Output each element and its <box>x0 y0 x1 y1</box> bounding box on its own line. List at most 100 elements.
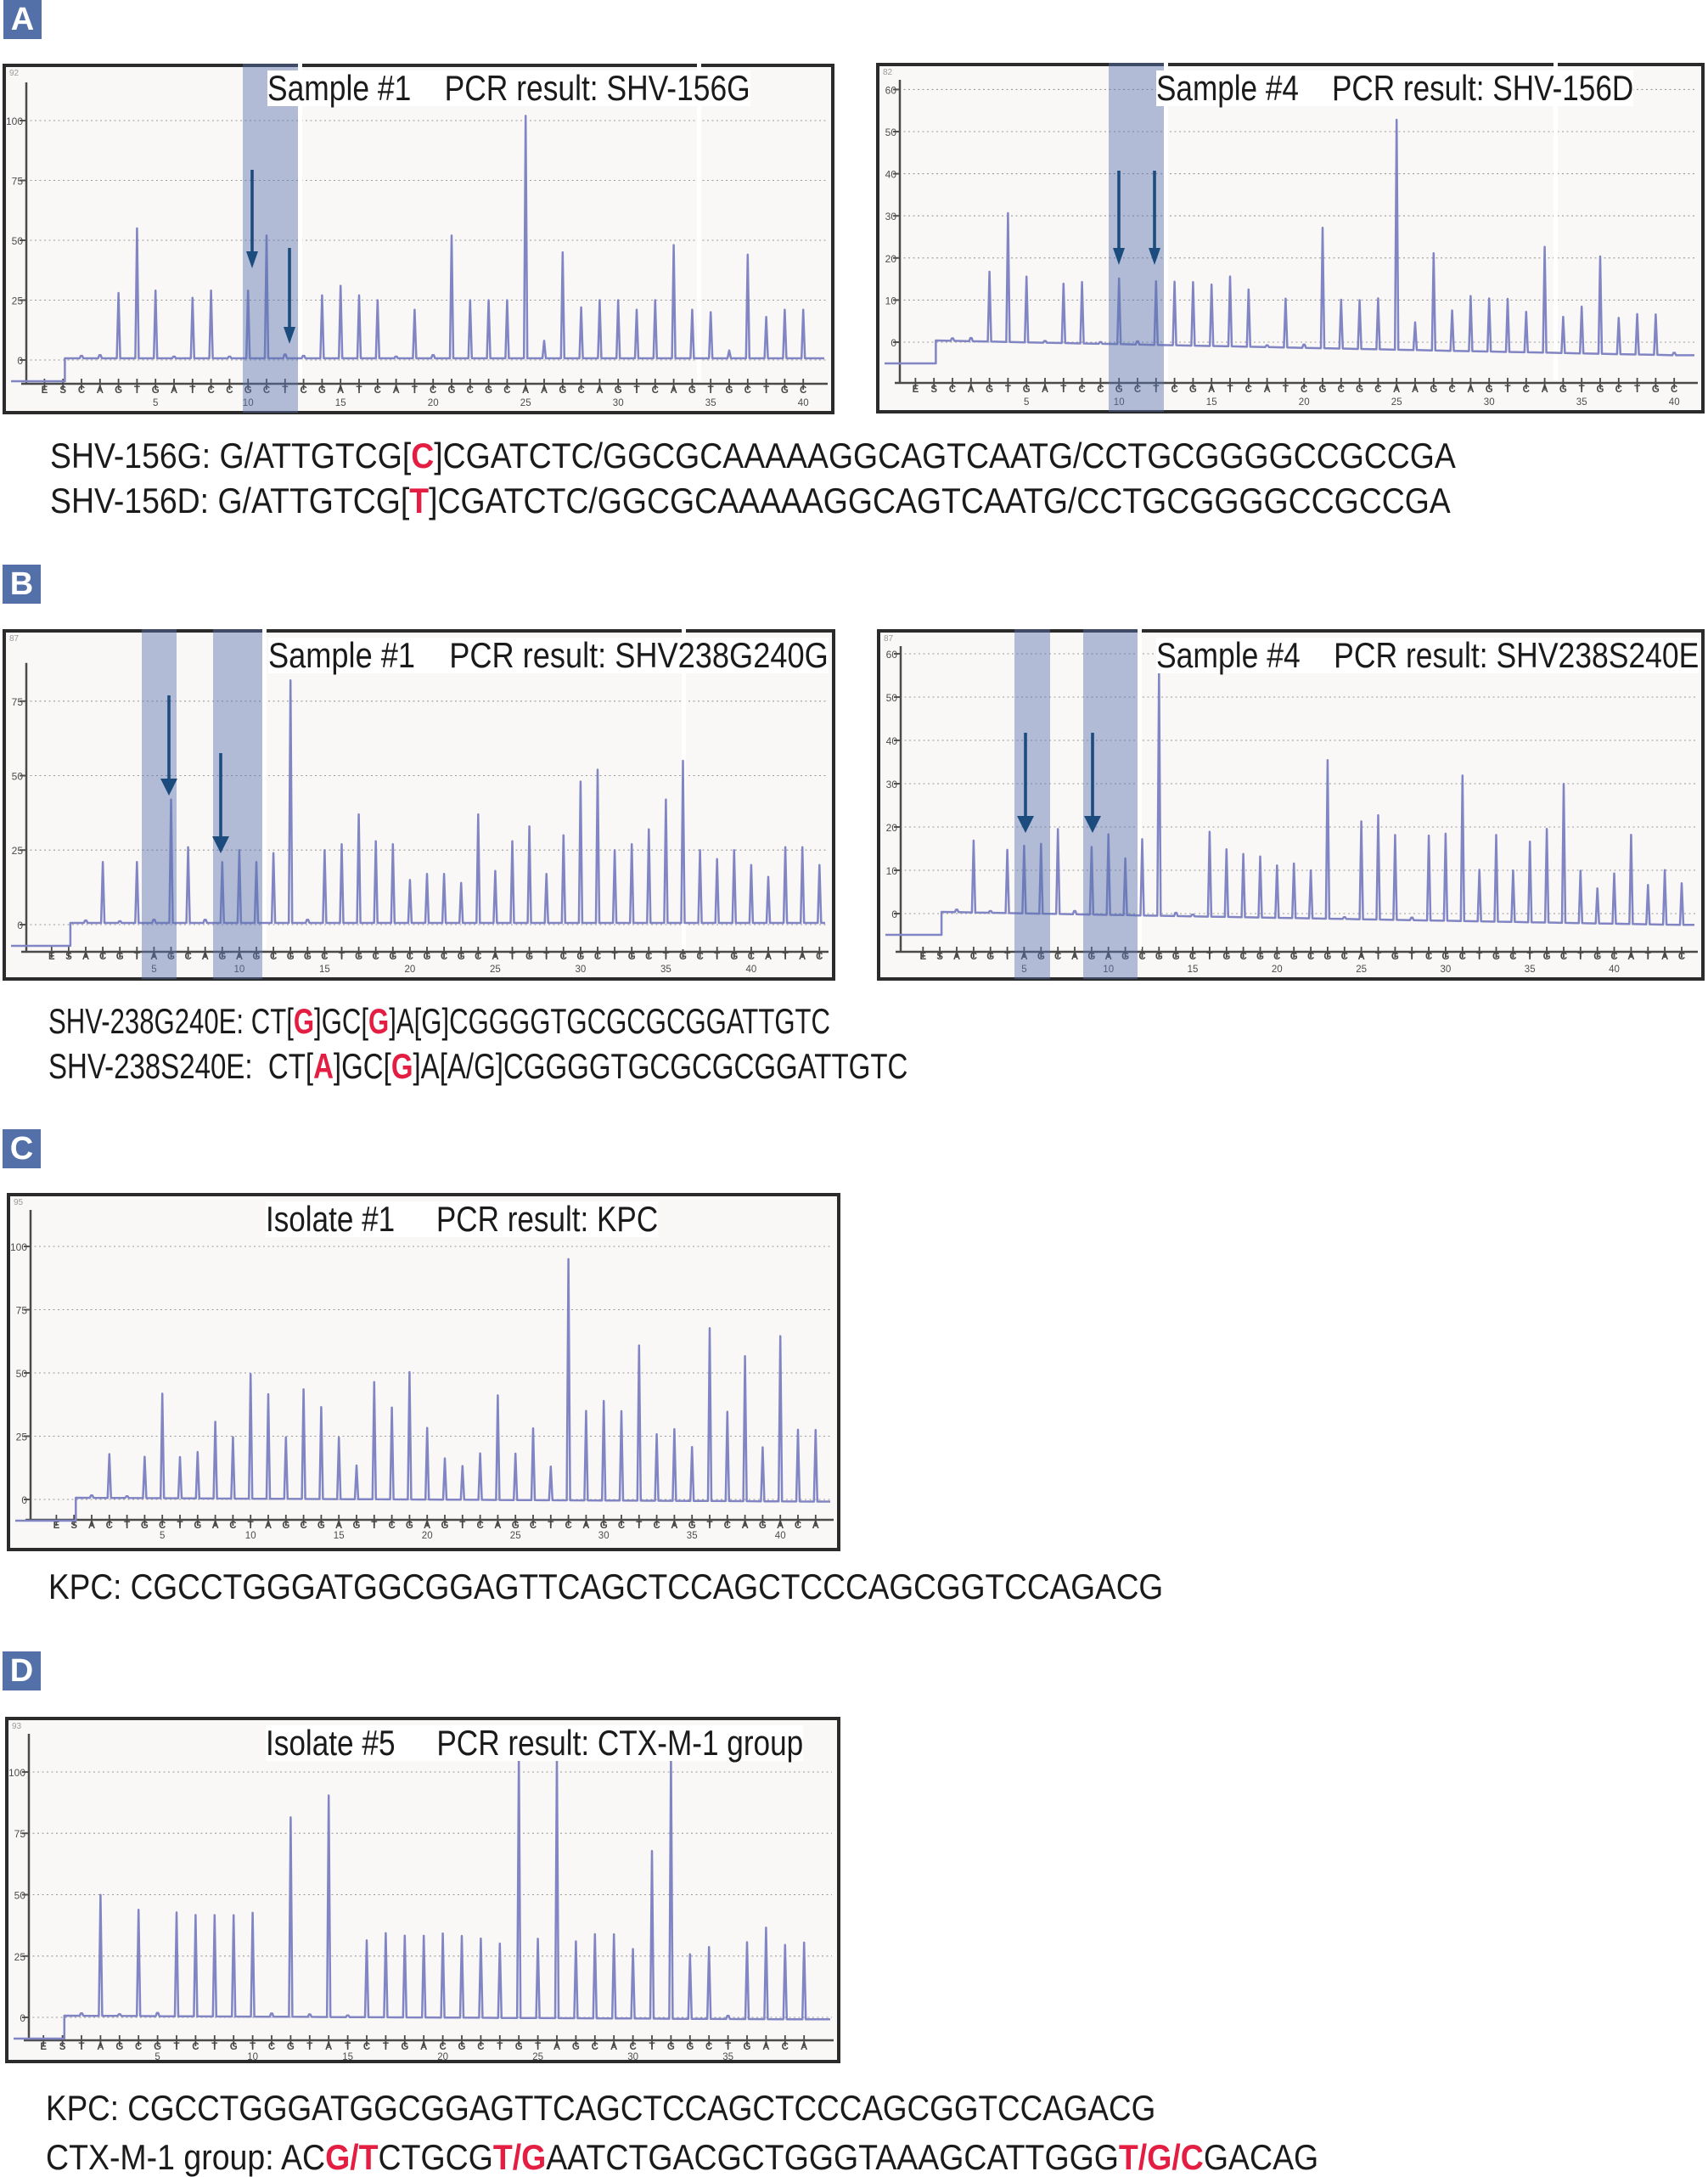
svg-text:T: T <box>250 2042 256 2052</box>
svg-text:G: G <box>1256 952 1264 962</box>
svg-text:0: 0 <box>20 2012 25 2024</box>
svg-text:20: 20 <box>1272 965 1283 975</box>
svg-text:5: 5 <box>151 965 156 975</box>
svg-text:20: 20 <box>437 2052 448 2062</box>
svg-text:T: T <box>1004 952 1010 962</box>
svg-text:10: 10 <box>1103 965 1114 975</box>
svg-text:G: G <box>1597 385 1604 395</box>
svg-text:C: C <box>800 385 806 396</box>
svg-text:T: T <box>371 1521 377 1531</box>
svg-text:35: 35 <box>660 965 671 975</box>
svg-text:A: A <box>202 952 209 962</box>
svg-text:C: C <box>1171 385 1177 395</box>
svg-text:C: C <box>816 952 823 962</box>
svg-text:C: C <box>645 952 652 962</box>
svg-text:T: T <box>177 1521 183 1531</box>
svg-text:E: E <box>919 952 926 962</box>
svg-text:T: T <box>1476 952 1482 962</box>
svg-text:G: G <box>1155 952 1163 962</box>
svg-text:60: 60 <box>885 84 897 96</box>
svg-text:T: T <box>548 1521 553 1531</box>
svg-text:C: C <box>795 1521 801 1531</box>
svg-text:C: C <box>300 1521 306 1531</box>
svg-text:C: C <box>229 1521 236 1531</box>
svg-text:G: G <box>152 385 160 396</box>
svg-text:C: C <box>1307 952 1314 962</box>
svg-text:100: 100 <box>6 115 23 127</box>
svg-text:G: G <box>986 952 994 962</box>
svg-text:50: 50 <box>12 771 24 783</box>
svg-text:C: C <box>388 1521 395 1531</box>
svg-text:40: 40 <box>886 735 898 747</box>
svg-text:25: 25 <box>12 295 24 307</box>
svg-text:0: 0 <box>17 920 23 931</box>
svg-text:E: E <box>42 385 48 396</box>
svg-text:C: C <box>441 952 447 962</box>
svg-text:35: 35 <box>687 1531 698 1541</box>
svg-text:C: C <box>653 1521 660 1531</box>
svg-text:A: A <box>582 1521 589 1531</box>
svg-text:S: S <box>70 1521 77 1531</box>
svg-text:A: A <box>1042 385 1048 395</box>
svg-text:C: C <box>407 952 413 962</box>
svg-text:C: C <box>744 385 751 396</box>
svg-text:G: G <box>572 2042 580 2052</box>
svg-text:G: G <box>401 2042 408 2052</box>
svg-text:A: A <box>762 2042 769 2052</box>
svg-text:C: C <box>135 2042 142 2052</box>
svg-text:C: C <box>363 2042 370 2052</box>
svg-text:T: T <box>509 952 515 962</box>
svg-text:C: C <box>1509 952 1516 962</box>
svg-text:C: C <box>1301 385 1307 395</box>
svg-text:C: C <box>226 385 233 396</box>
svg-text:10: 10 <box>243 398 254 408</box>
svg-text:T: T <box>306 2042 312 2052</box>
svg-text:G: G <box>1391 952 1399 962</box>
svg-text:G: G <box>389 952 396 962</box>
svg-text:A: A <box>670 385 677 396</box>
svg-text:A: A <box>392 385 399 396</box>
svg-text:G: G <box>1319 385 1327 395</box>
svg-text:G: G <box>318 385 326 396</box>
svg-text:A: A <box>424 1521 430 1531</box>
svg-text:G: G <box>1543 952 1551 962</box>
svg-text:T: T <box>663 952 669 962</box>
svg-text:10: 10 <box>247 2052 258 2062</box>
svg-text:A: A <box>211 1521 218 1531</box>
svg-text:87: 87 <box>9 634 20 644</box>
svg-text:G: G <box>730 952 738 962</box>
svg-text:G: G <box>688 1521 696 1531</box>
svg-text:30: 30 <box>1441 965 1452 975</box>
svg-text:S: S <box>59 2042 66 2052</box>
svg-text:E: E <box>53 1521 60 1531</box>
svg-text:G: G <box>115 2042 123 2052</box>
svg-text:C: C <box>1338 385 1345 395</box>
svg-text:T: T <box>134 952 140 962</box>
svg-text:G: G <box>1115 385 1123 395</box>
svg-text:T: T <box>282 385 288 396</box>
svg-text:30: 30 <box>627 2052 638 2062</box>
svg-text:35: 35 <box>705 398 716 408</box>
svg-text:100: 100 <box>8 1767 25 1779</box>
svg-text:C: C <box>270 952 277 962</box>
svg-text:T: T <box>1577 952 1583 962</box>
svg-text:T: T <box>1005 385 1011 395</box>
svg-text:G: G <box>1037 952 1045 962</box>
svg-text:T: T <box>1206 952 1212 962</box>
svg-text:A: A <box>265 1521 272 1531</box>
svg-text:C: C <box>321 952 328 962</box>
svg-text:25: 25 <box>1356 965 1367 975</box>
svg-text:T: T <box>783 952 789 962</box>
svg-text:T: T <box>633 385 639 396</box>
svg-text:0: 0 <box>891 337 896 349</box>
svg-text:G: G <box>1559 385 1567 395</box>
svg-text:40: 40 <box>746 965 757 975</box>
svg-text:T: T <box>211 2042 217 2052</box>
svg-text:60: 60 <box>886 649 898 661</box>
svg-text:A: A <box>741 1521 748 1531</box>
svg-text:E: E <box>913 385 919 395</box>
svg-text:A: A <box>596 385 603 396</box>
svg-text:T: T <box>1634 385 1640 395</box>
svg-text:A: A <box>1071 952 1078 962</box>
svg-text:C: C <box>594 952 601 962</box>
